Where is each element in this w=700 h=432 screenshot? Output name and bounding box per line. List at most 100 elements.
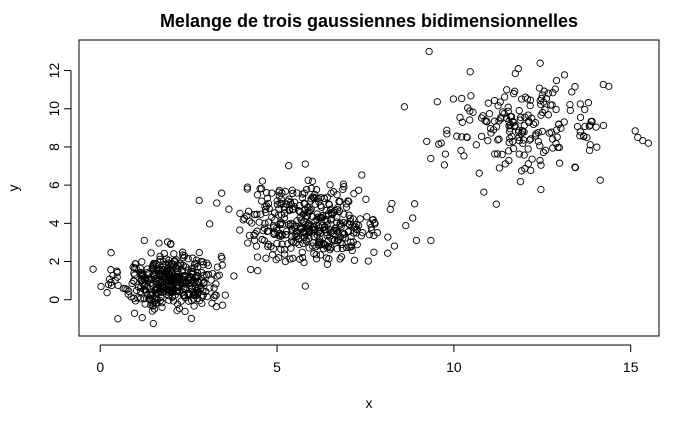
data-point [315,198,323,206]
data-point [148,294,157,302]
y-tick-label: 2 [46,257,62,265]
data-point [149,261,157,270]
data-point [262,189,271,197]
data-point [196,285,205,293]
data-point [257,210,265,218]
data-point [254,267,262,275]
data-point [460,152,468,160]
data-point [458,118,467,126]
data-point [253,210,261,218]
data-point [332,224,340,233]
data-point [515,150,523,158]
data-point [592,123,600,131]
data-point [218,301,227,309]
data-point [310,194,318,202]
data-point [535,84,544,92]
data-point [213,272,221,280]
data-point [258,235,266,244]
chart-title: Melange de trois gaussiennes bidimension… [160,11,578,31]
data-point [362,195,370,203]
data-point [170,260,178,269]
data-point [342,243,351,252]
data-point [156,258,164,266]
data-point [288,205,297,214]
data-point [316,251,325,259]
data-point [265,204,273,213]
data-point [541,146,550,154]
data-point [129,263,137,271]
data-point [206,284,214,292]
data-point [536,156,544,165]
data-point [189,270,197,278]
data-point [180,267,188,276]
data-point [147,249,155,257]
data-point [571,163,579,171]
x-axis: 0 5 10 15 [96,344,639,375]
data-point [552,105,560,114]
data-point [212,303,221,311]
data-point [184,266,192,274]
data-point [330,237,338,245]
data-point [534,128,542,137]
data-point [197,257,205,266]
data-point [325,200,333,208]
plot-frame [78,39,660,337]
data-point [162,255,171,263]
data-point [247,265,255,274]
data-point [585,146,594,155]
data-point [191,290,199,298]
data-point [128,279,136,288]
data-point [490,96,499,105]
data-point [302,237,310,245]
data-point [168,260,176,269]
data-point [492,200,500,208]
data-point [552,139,560,148]
data-point [278,230,287,239]
data-point [511,87,519,95]
data-point [174,283,183,291]
data-point [480,188,488,196]
data-point [140,236,148,245]
data-point [320,240,328,248]
data-point [288,186,296,194]
data-point [143,290,151,299]
data-point [370,231,378,240]
data-point [213,199,221,207]
data-point [158,303,166,311]
x-axis-label: x [366,395,373,411]
data-point [504,107,512,116]
data-point [402,221,410,230]
data-point [536,142,544,150]
data-point [97,282,105,291]
data-point [495,135,503,143]
data-point [165,288,173,297]
data-point [440,161,449,169]
data-point [141,300,149,308]
data-point [298,194,307,202]
data-point [312,186,321,194]
data-point [585,122,593,130]
data-point [537,161,545,169]
data-point [253,191,262,199]
data-point [188,264,196,273]
data-point [301,214,310,222]
data-point [305,228,314,237]
data-point [346,214,354,223]
data-point [631,127,639,135]
data-point [516,116,524,124]
data-point [121,285,129,293]
data-point [172,282,181,290]
data-point [509,117,517,126]
data-point [443,126,451,134]
data-point [596,176,604,184]
data-point [329,188,338,196]
data-point [300,229,308,237]
data-point [107,278,115,287]
data-point [325,255,333,263]
y-tick-label: 12 [46,63,62,79]
data-point [410,200,419,208]
data-point [537,185,545,194]
data-point [576,132,584,140]
data-point [536,96,544,105]
data-point [517,95,526,103]
